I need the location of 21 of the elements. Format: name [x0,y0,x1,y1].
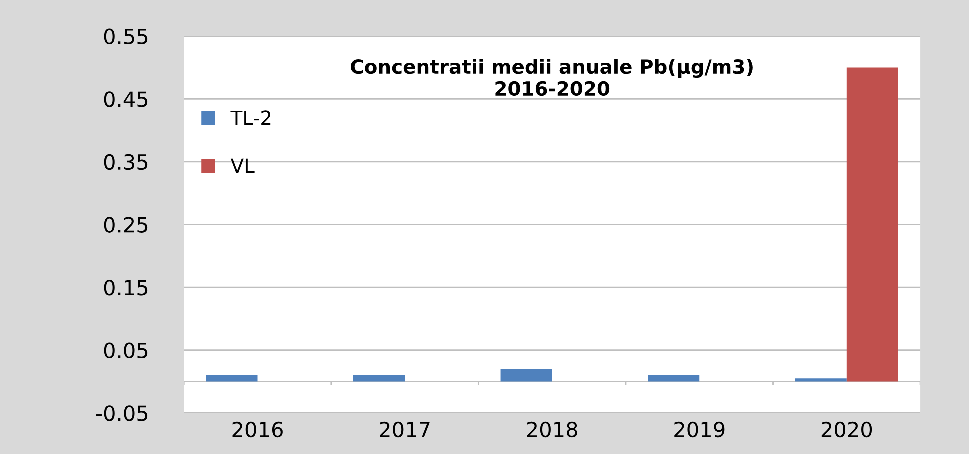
y-tick-label: 0.25 [104,217,148,233]
legend-label: VL [230,158,255,174]
y-tick-label: 0.15 [104,280,148,296]
y-tick-label: -0.05 [96,406,148,422]
y-tick-label: 0.45 [104,92,148,108]
x-tick-label: 2017 [380,422,430,438]
bar [846,68,898,382]
bar [648,375,700,382]
x-tick-label: 2019 [674,422,725,438]
y-tick-label: 0.05 [104,342,148,359]
bar [795,378,847,382]
bar [206,375,258,382]
x-tick-label: 2020 [822,422,872,438]
y-tick-label: 0.55 [104,28,148,45]
bar [353,375,406,382]
x-tick-label: 2016 [232,422,283,438]
text: Concentratii medii anuale Pb(µg/m3) 2016-2020 [351,59,753,96]
legend-label: TL-2 [230,110,271,126]
x-tick-label: 2018 [527,422,578,438]
bar [500,369,552,382]
y-tick-label: 0.35 [104,154,148,170]
